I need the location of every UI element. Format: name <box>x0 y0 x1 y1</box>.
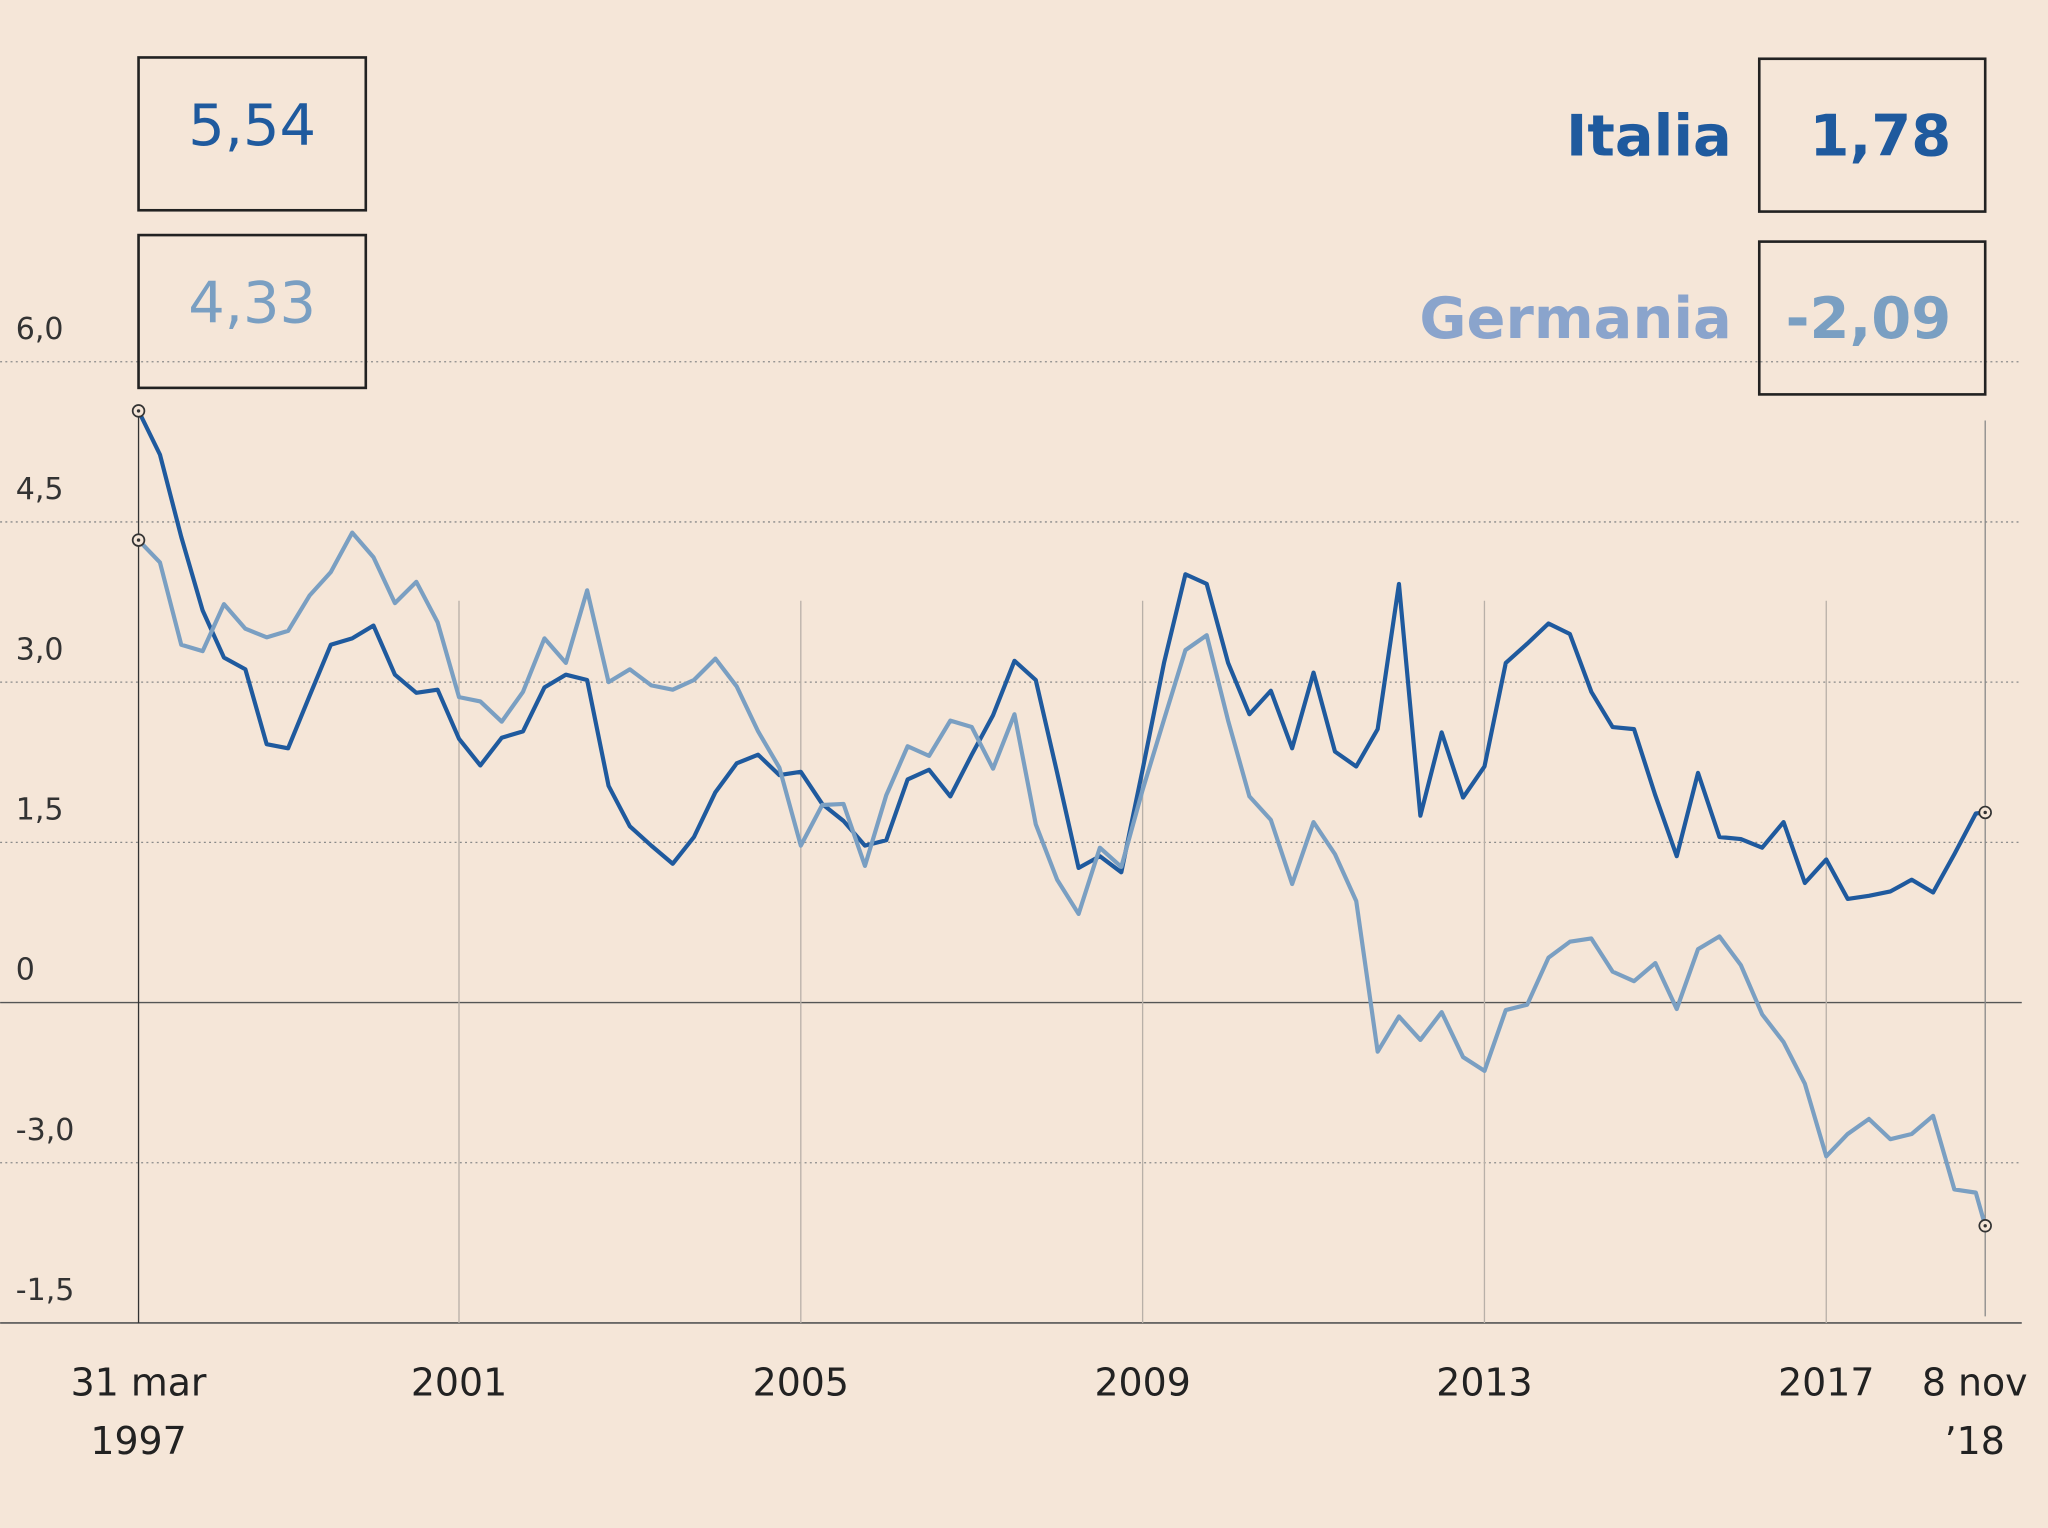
x-tick-label: 2017 <box>1778 1360 1874 1404</box>
start-value-box <box>137 233 368 390</box>
legend-label: Germania <box>1419 285 1731 352</box>
start-value-label: 5,54 <box>188 92 316 159</box>
end-value-label: -2,09 <box>1786 285 1952 352</box>
x-tick-label: 31 mar 1997 <box>71 1360 207 1463</box>
legend-label: Italia <box>1566 102 1732 169</box>
x-tick-label: 2005 <box>753 1360 849 1404</box>
start-value-box <box>137 56 368 212</box>
x-tick-label: 2013 <box>1436 1360 1532 1404</box>
series-line <box>136 409 1986 901</box>
end-value-box <box>1757 240 1987 396</box>
endpoint-dot <box>136 538 141 542</box>
y-tick-label: -3,0 <box>16 1113 75 1148</box>
x-tick-label: 2001 <box>411 1360 507 1404</box>
x-tick-label: 8 nov ’18 <box>1922 1360 2028 1463</box>
y-tick-label: 1,5 <box>16 793 64 828</box>
y-tick-label: 4,5 <box>16 472 64 507</box>
end-value-box <box>1757 57 1987 213</box>
start-value-label: 4,33 <box>188 270 316 337</box>
end-value-label: 1,78 <box>1809 102 1951 169</box>
x-tick-label: 2009 <box>1094 1360 1190 1404</box>
y-tick-label: 3,0 <box>16 632 64 667</box>
endpoint-dot <box>136 409 141 413</box>
series-line <box>137 530 1988 1227</box>
y-tick-label: 0 <box>16 953 35 988</box>
endpoint-dot <box>1983 1224 1987 1228</box>
y-tick-label: -1,5 <box>16 1273 75 1308</box>
y-tick-label: 6,0 <box>16 312 64 347</box>
endpoint-dot <box>1983 810 1987 815</box>
